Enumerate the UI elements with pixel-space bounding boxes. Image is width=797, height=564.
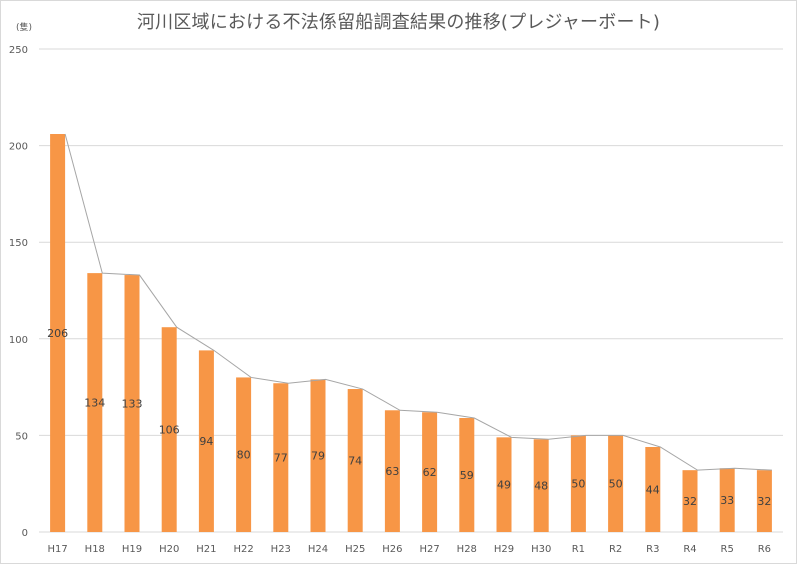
bar xyxy=(50,134,66,532)
bar xyxy=(533,439,549,532)
bar xyxy=(236,377,252,532)
bar xyxy=(496,437,512,532)
x-tick-label: H21 xyxy=(196,544,216,555)
data-label: 49 xyxy=(497,479,511,492)
x-tick-label: R2 xyxy=(609,544,622,555)
data-label: 74 xyxy=(348,455,362,468)
chart-title: 河川区域における不法係留船調査結果の推移(プレジャーボート) xyxy=(136,12,661,33)
bar xyxy=(198,350,214,532)
data-label: 63 xyxy=(385,465,399,478)
x-tick-label: R3 xyxy=(646,544,659,555)
x-tick-label: R4 xyxy=(683,544,696,555)
bar xyxy=(87,273,103,532)
x-tick-label: H17 xyxy=(47,544,67,555)
y-tick-label: 250 xyxy=(9,45,28,56)
bar xyxy=(273,383,289,532)
x-tick-label: H23 xyxy=(271,544,291,555)
bar xyxy=(422,412,438,532)
x-tick-label: H28 xyxy=(457,544,477,555)
data-label: 77 xyxy=(274,452,288,465)
x-tick-label: H20 xyxy=(159,544,179,555)
data-label: 33 xyxy=(720,494,734,507)
data-label: 134 xyxy=(84,397,105,410)
x-tick-label: H22 xyxy=(233,544,253,555)
data-label: 79 xyxy=(311,450,325,463)
y-tick-label: 100 xyxy=(9,335,28,346)
bar xyxy=(124,275,140,532)
data-label: 62 xyxy=(423,466,437,479)
bar xyxy=(719,468,735,532)
data-label: 32 xyxy=(757,495,771,508)
data-label: 106 xyxy=(159,424,180,437)
x-tick-label: R5 xyxy=(721,544,734,555)
x-tick-label: H18 xyxy=(85,544,105,555)
data-label: 80 xyxy=(237,449,251,462)
y-tick-label: 0 xyxy=(22,528,28,539)
x-tick-label: H24 xyxy=(308,544,328,555)
x-tick-label: H27 xyxy=(419,544,439,555)
data-label: 133 xyxy=(122,398,143,411)
x-tick-label: R6 xyxy=(758,544,771,555)
bar xyxy=(608,435,624,532)
bar xyxy=(384,410,400,532)
bar xyxy=(310,379,326,532)
y-tick-label: 50 xyxy=(15,431,28,442)
x-tick-label: H25 xyxy=(345,544,365,555)
data-label: 50 xyxy=(571,478,585,491)
x-tick-label: H30 xyxy=(531,544,551,555)
data-label: 59 xyxy=(460,469,474,482)
bar xyxy=(645,446,661,532)
x-tick-label: R1 xyxy=(572,544,585,555)
x-tick-label: H26 xyxy=(382,544,402,555)
data-label: 50 xyxy=(609,478,623,491)
data-label: 48 xyxy=(534,480,548,493)
y-axis-unit-label: (隻) xyxy=(16,23,33,33)
x-tick-label: H19 xyxy=(122,544,142,555)
bar xyxy=(682,470,698,532)
data-label: 44 xyxy=(646,483,660,496)
x-tick-label: H29 xyxy=(494,544,514,555)
bar xyxy=(459,418,475,532)
bar xyxy=(347,389,363,532)
bar xyxy=(570,435,586,532)
trend-line xyxy=(64,133,772,471)
bar xyxy=(161,327,177,532)
data-label: 32 xyxy=(683,495,697,508)
y-tick-label: 150 xyxy=(9,238,28,249)
data-label: 206 xyxy=(47,327,68,340)
bar xyxy=(756,470,772,532)
data-label: 94 xyxy=(199,435,213,448)
y-tick-label: 200 xyxy=(9,142,28,153)
